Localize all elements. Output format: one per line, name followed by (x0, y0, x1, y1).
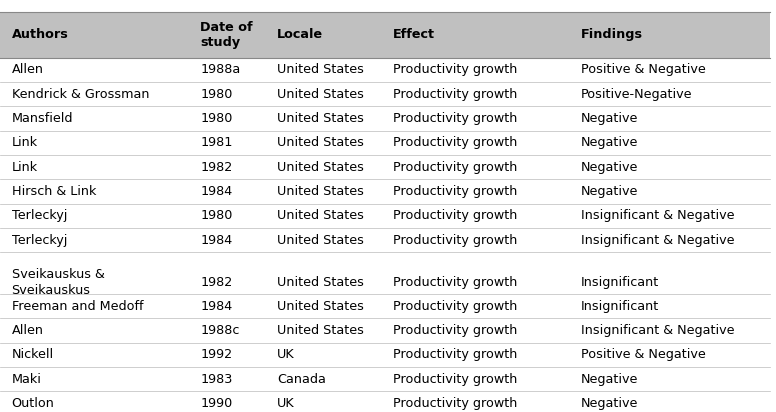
Bar (0, 252, 770, 294)
Text: Productivity growth: Productivity growth (393, 397, 517, 410)
Text: Terleckyj: Terleckyj (12, 234, 67, 246)
Text: Productivity growth: Productivity growth (393, 348, 517, 361)
Text: 1984: 1984 (200, 234, 232, 246)
Text: Productivity growth: Productivity growth (393, 161, 517, 173)
Text: Mansfield: Mansfield (12, 112, 73, 125)
Bar (0, 58, 770, 82)
Text: 1983: 1983 (200, 372, 233, 386)
Bar (0, 204, 770, 228)
Text: Date of
study: Date of study (200, 21, 253, 49)
Bar (0, 106, 770, 131)
Text: Negative: Negative (581, 112, 639, 125)
Text: Positive-Negative: Positive-Negative (581, 88, 693, 101)
Bar (0, 294, 770, 318)
Text: Link: Link (12, 136, 38, 149)
Text: UK: UK (277, 397, 295, 410)
Text: United States: United States (277, 234, 364, 246)
Text: Negative: Negative (581, 136, 639, 149)
Bar (0, 343, 770, 367)
Text: Terleckyj: Terleckyj (12, 209, 67, 222)
Text: 1980: 1980 (200, 88, 233, 101)
Bar (0, 367, 770, 391)
Bar (0, 131, 770, 155)
Text: Insignificant & Negative: Insignificant & Negative (581, 234, 735, 246)
Bar (0, 179, 770, 204)
Text: United States: United States (277, 88, 364, 101)
Bar (0, 391, 770, 412)
Text: Productivity growth: Productivity growth (393, 88, 517, 101)
Bar (0, 228, 770, 252)
Text: Outlon: Outlon (12, 397, 54, 410)
Text: Positive & Negative: Positive & Negative (581, 348, 706, 361)
Text: Insignificant: Insignificant (581, 300, 660, 313)
Text: Negative: Negative (581, 185, 639, 198)
Text: Canada: Canada (277, 372, 326, 386)
Text: United States: United States (277, 136, 364, 149)
Text: 1982: 1982 (200, 276, 232, 289)
Text: United States: United States (277, 300, 364, 313)
Text: Maki: Maki (12, 372, 41, 386)
Text: Kendrick & Grossman: Kendrick & Grossman (12, 88, 149, 101)
Bar (0, 155, 770, 179)
Text: Insignificant & Negative: Insignificant & Negative (581, 324, 735, 337)
Text: 1980: 1980 (200, 112, 233, 125)
Text: 1988a: 1988a (200, 63, 241, 76)
Text: Negative: Negative (581, 372, 639, 386)
Text: Effect: Effect (393, 28, 435, 41)
Text: 1984: 1984 (200, 300, 232, 313)
Text: Productivity growth: Productivity growth (393, 276, 517, 289)
Text: Negative: Negative (581, 397, 639, 410)
Text: Hirsch & Link: Hirsch & Link (12, 185, 96, 198)
Text: Allen: Allen (12, 324, 43, 337)
Bar (0, 82, 770, 106)
Text: Locale: Locale (277, 28, 324, 41)
Text: Productivity growth: Productivity growth (393, 209, 517, 222)
Text: 1980: 1980 (200, 209, 233, 222)
Text: United States: United States (277, 112, 364, 125)
Text: Productivity growth: Productivity growth (393, 112, 517, 125)
Text: Freeman and Medoff: Freeman and Medoff (12, 300, 143, 313)
Text: Insignificant: Insignificant (581, 276, 660, 289)
Text: Link: Link (12, 161, 38, 173)
Text: United States: United States (277, 185, 364, 198)
Text: United States: United States (277, 63, 364, 76)
Text: Productivity growth: Productivity growth (393, 63, 517, 76)
Text: Nickell: Nickell (12, 348, 54, 361)
Text: Productivity growth: Productivity growth (393, 300, 517, 313)
Text: 1982: 1982 (200, 161, 232, 173)
Text: Authors: Authors (12, 28, 68, 41)
Text: Productivity growth: Productivity growth (393, 185, 517, 198)
Text: 1981: 1981 (200, 136, 233, 149)
Text: United States: United States (277, 324, 364, 337)
Text: 1990: 1990 (200, 397, 232, 410)
Text: United States: United States (277, 209, 364, 222)
Text: 1988c: 1988c (200, 324, 240, 337)
Text: Insignificant & Negative: Insignificant & Negative (581, 209, 735, 222)
Bar (0, 318, 770, 343)
Text: Productivity growth: Productivity growth (393, 372, 517, 386)
Text: Allen: Allen (12, 63, 43, 76)
Text: United States: United States (277, 161, 364, 173)
Text: UK: UK (277, 348, 295, 361)
Text: Positive & Negative: Positive & Negative (581, 63, 706, 76)
Text: Productivity growth: Productivity growth (393, 234, 517, 246)
Bar (0, 12, 770, 58)
Text: Productivity growth: Productivity growth (393, 136, 517, 149)
Text: 1992: 1992 (200, 348, 232, 361)
Text: Productivity growth: Productivity growth (393, 324, 517, 337)
Text: United States: United States (277, 276, 364, 289)
Text: Negative: Negative (581, 161, 639, 173)
Text: 1984: 1984 (200, 185, 232, 198)
Text: Sveikauskus &
Sveikauskus: Sveikauskus & Sveikauskus (12, 268, 105, 297)
Text: Findings: Findings (581, 28, 643, 41)
